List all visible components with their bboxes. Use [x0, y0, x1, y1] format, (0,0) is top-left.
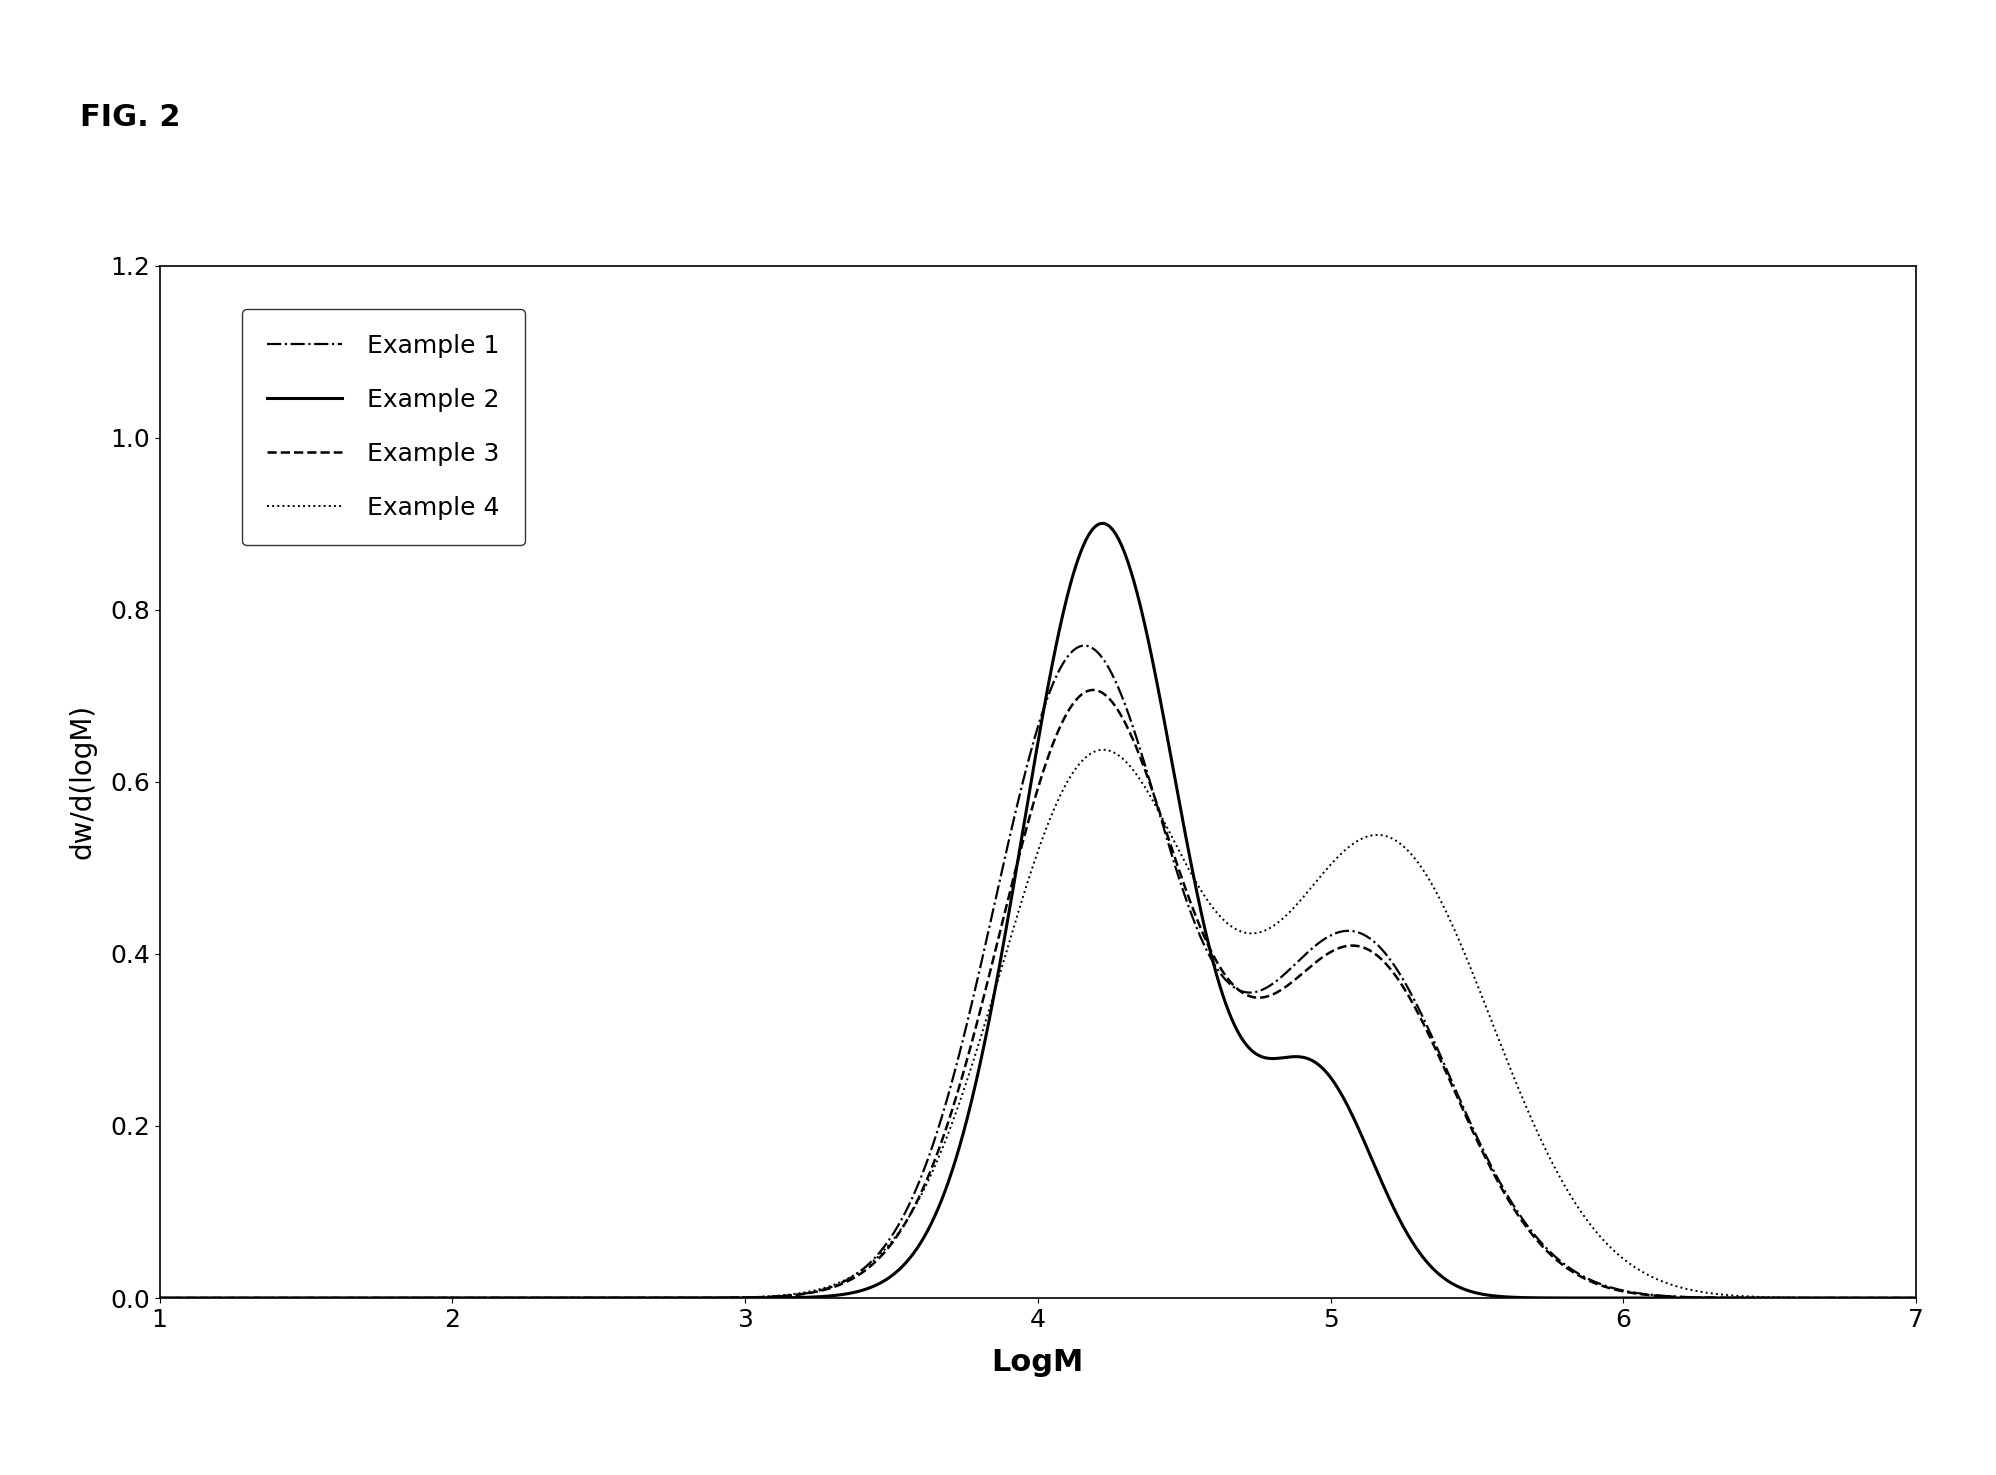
- Text: FIG. 2: FIG. 2: [80, 103, 180, 133]
- Y-axis label: dw/d(logM): dw/d(logM): [68, 704, 96, 860]
- X-axis label: LogM: LogM: [992, 1348, 1084, 1378]
- Legend: Example 1, Example 2, Example 3, Example 4: Example 1, Example 2, Example 3, Example…: [242, 308, 525, 544]
